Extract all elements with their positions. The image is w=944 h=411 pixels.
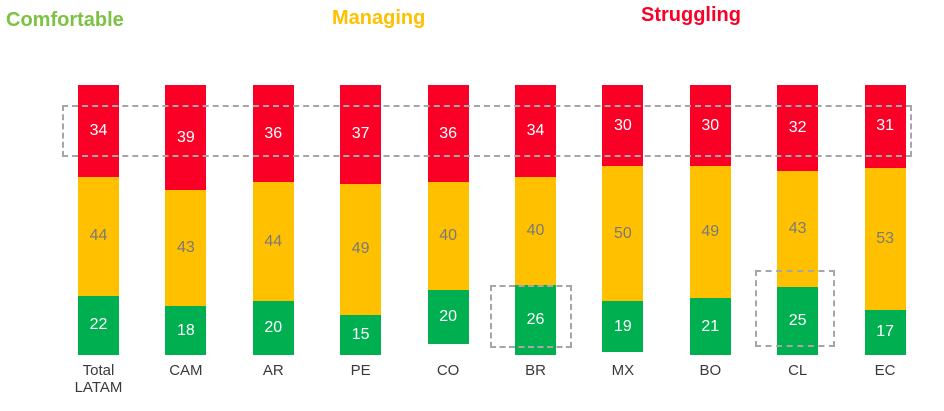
bar-group: 39 43 18 CAM xyxy=(165,0,207,411)
bar-segment-value: 17 xyxy=(876,323,894,341)
bar-segment-value: 26 xyxy=(526,310,545,328)
bar-segment-comfortable: 15 xyxy=(340,314,382,355)
bar-segment-managing: 43 xyxy=(165,190,207,307)
bar-group: 36 40 20 CO xyxy=(427,0,469,411)
bar-stack: 39 43 18 xyxy=(165,85,207,355)
bar-segment-value: 25 xyxy=(788,312,807,330)
bar-segment-value: 19 xyxy=(613,317,632,335)
bar-segment-struggling: 30 xyxy=(689,85,731,166)
bar-segment-value: 31 xyxy=(876,117,894,135)
category-label: BR xyxy=(525,362,546,379)
bar-segment-comfortable: 20 xyxy=(427,290,469,345)
bar-stack: 36 40 20 xyxy=(427,85,469,355)
category-label: PE xyxy=(350,362,371,379)
bar-segment-value: 43 xyxy=(788,220,807,238)
bar-segment-value: 30 xyxy=(701,116,720,134)
bar-group: 36 44 20 AR xyxy=(252,0,294,411)
bar-segment-managing: 44 xyxy=(78,176,119,296)
bar-segment-comfortable: 18 xyxy=(165,306,207,355)
bar-segment-comfortable: 25 xyxy=(777,287,819,355)
bar-segment-struggling: 31 xyxy=(864,85,906,168)
bar-segment-value: 22 xyxy=(89,316,108,334)
bar-group: 30 49 21 BO xyxy=(689,0,731,411)
bar-segment-value: 44 xyxy=(264,232,283,250)
bar-segment-struggling: 39 xyxy=(165,85,207,191)
bar-segment-comfortable: 17 xyxy=(864,309,906,355)
bar-segment-value: 37 xyxy=(351,125,370,143)
bar-group: 31 53 17 EC xyxy=(864,0,906,411)
bar-segment-value: 53 xyxy=(876,229,894,247)
legend-label-managing: Managing xyxy=(332,7,426,29)
bar-segment-value: 43 xyxy=(176,239,195,257)
bar-stack: 32 43 25 xyxy=(777,85,819,355)
bar-segment-value: 40 xyxy=(439,227,457,245)
bar-segment-value: 36 xyxy=(264,124,283,142)
bar-stack: 30 49 21 xyxy=(689,85,731,355)
category-label: BO xyxy=(699,362,722,379)
bar-segment-value: 49 xyxy=(701,223,720,241)
bar-stack: 37 49 15 xyxy=(340,85,382,355)
legend-label-comfortable: Comfortable xyxy=(6,9,124,31)
bar-segment-managing: 49 xyxy=(340,183,382,315)
bar-segment-struggling: 32 xyxy=(777,85,819,172)
bar-segment-struggling: 34 xyxy=(78,85,119,177)
bar-stack: 30 50 19 xyxy=(602,85,644,355)
bar-segment-comfortable: 26 xyxy=(515,284,556,355)
bar-group: 32 43 25 CL xyxy=(777,0,819,411)
bar-segment-value: 30 xyxy=(613,116,632,134)
bar-segment-value: 40 xyxy=(526,221,545,239)
bar-segment-managing: 43 xyxy=(777,171,819,288)
bar-segment-managing: 49 xyxy=(689,166,731,299)
category-label: Total LATAM xyxy=(74,362,123,396)
bar-segment-value: 49 xyxy=(351,240,370,258)
bar-segment-struggling: 36 xyxy=(252,85,294,183)
bar-segment-comfortable: 19 xyxy=(602,301,644,353)
legend-label-struggling: Struggling xyxy=(641,4,741,26)
bar-segment-comfortable: 22 xyxy=(78,295,119,355)
bar-group: 37 49 15 PE xyxy=(340,0,382,411)
bar-stack: 34 44 22 xyxy=(78,85,119,355)
bar-stack: 31 53 17 xyxy=(864,85,906,355)
bar-segment-value: 20 xyxy=(264,318,283,336)
bar-segment-managing: 40 xyxy=(427,182,469,291)
bar-segment-comfortable: 21 xyxy=(689,298,731,355)
bar-segment-value: 36 xyxy=(439,124,457,142)
bar-group: 34 44 22 Total LATAM xyxy=(75,0,122,411)
bar-segment-managing: 40 xyxy=(515,176,556,285)
bar-group: 30 50 19 MX xyxy=(602,0,644,411)
category-label: MX xyxy=(611,362,635,379)
bar-segment-value: 21 xyxy=(701,317,720,335)
category-label: CL xyxy=(788,362,808,379)
bar-group: 34 40 26 BR xyxy=(515,0,556,411)
bar-segment-struggling: 34 xyxy=(515,85,556,177)
bar-segment-struggling: 30 xyxy=(602,85,644,166)
bar-segment-comfortable: 20 xyxy=(252,300,294,355)
bar-segment-struggling: 36 xyxy=(427,85,469,183)
bar-stack: 36 44 20 xyxy=(252,85,294,355)
bar-segment-value: 50 xyxy=(613,224,632,242)
bar-segment-managing: 50 xyxy=(602,166,644,301)
bar-segment-managing: 53 xyxy=(864,167,906,310)
bar-segment-value: 18 xyxy=(176,321,195,339)
category-label: EC xyxy=(874,362,896,379)
bar-segment-struggling: 37 xyxy=(340,85,382,184)
bar-segment-value: 34 xyxy=(526,121,545,139)
bar-segment-value: 32 xyxy=(788,119,807,137)
bar-segment-value: 15 xyxy=(351,325,370,343)
bar-segment-value: 39 xyxy=(176,128,195,146)
bar-segment-managing: 44 xyxy=(252,182,294,301)
bar-segment-value: 34 xyxy=(89,121,108,139)
category-label: CO xyxy=(436,362,460,379)
bar-stack: 34 40 26 xyxy=(515,85,556,355)
category-label: CAM xyxy=(169,362,203,379)
bar-segment-value: 44 xyxy=(89,227,108,245)
category-label: AR xyxy=(262,362,284,379)
bar-segment-value: 20 xyxy=(439,308,457,326)
